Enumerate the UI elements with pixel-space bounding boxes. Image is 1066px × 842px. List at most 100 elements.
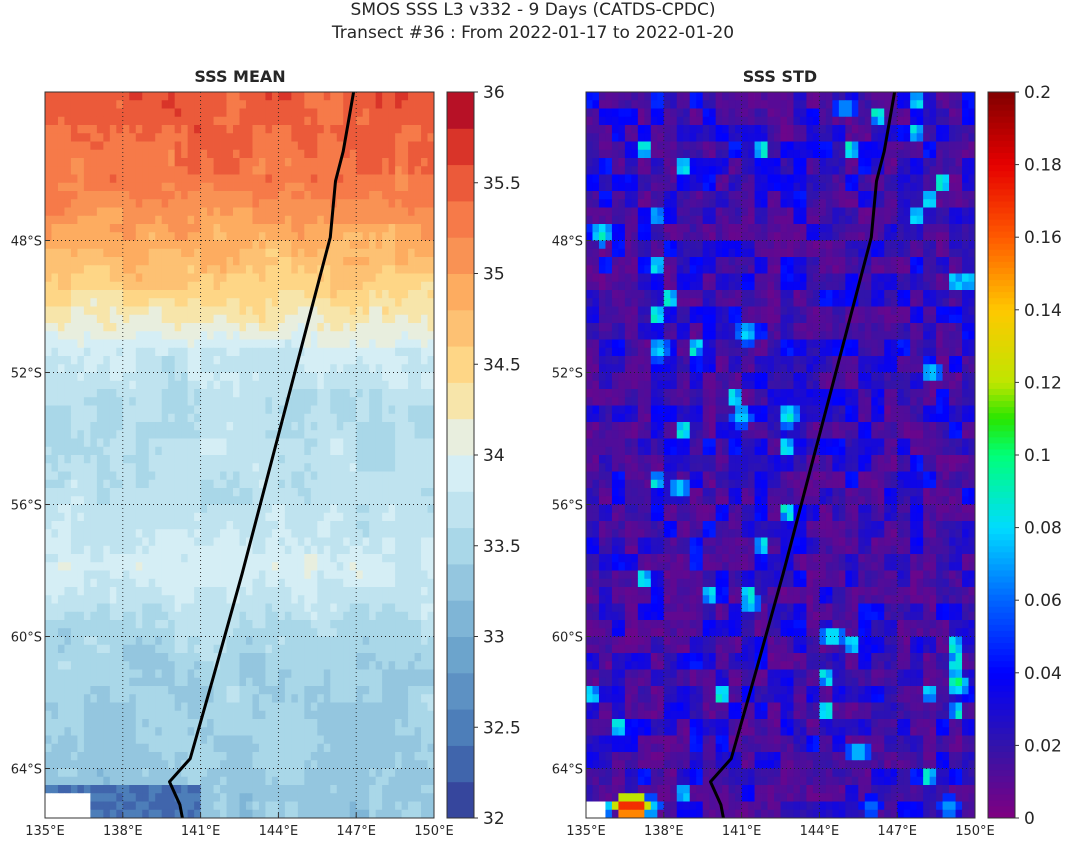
heatmap-cell [116,521,124,530]
heatmap-cell [96,413,104,423]
heatmap-cell [245,257,253,266]
heatmap-cell [252,133,260,142]
heatmap-cell [291,347,299,357]
heatmap-cell [265,257,273,266]
heatmap-cell [168,463,176,472]
heatmap-cell [427,471,435,481]
heatmap-cell [213,578,221,588]
heatmap-cell [395,735,402,745]
heatmap-cell [252,364,260,373]
heatmap-cell [168,529,176,538]
heatmap-cell [245,224,253,233]
heatmap-cell [45,595,52,604]
heatmap-cell [226,504,234,514]
heatmap-cell [349,545,357,555]
heatmap-cell [408,248,415,258]
heatmap-cell [271,455,279,464]
heatmap-cell [330,653,338,662]
heatmap-cell [122,521,130,530]
heatmap-cell [77,537,85,547]
heatmap-cell [135,191,143,200]
heatmap-cell [96,587,104,596]
heatmap-cell [369,133,377,142]
heatmap-cell [362,298,370,307]
heatmap-cell [349,331,357,340]
heatmap-cell [362,248,370,258]
heatmap-cell [116,562,124,571]
heatmap-cell [109,446,117,456]
heatmap-cell [168,752,176,761]
heatmap-cell [421,422,428,431]
heatmap-cell [395,240,402,250]
heatmap-cell [323,727,331,736]
heatmap-cell [142,661,150,670]
heatmap-cell [310,257,318,266]
heatmap-cell [297,578,305,588]
heatmap-cell [245,240,253,250]
heatmap-cell [271,463,279,472]
heatmap-cell [245,149,253,159]
heatmap-cell [226,455,234,464]
heatmap-cell [220,182,227,192]
heatmap-cell [45,290,52,299]
heatmap-cell [310,306,318,316]
heatmap-cell [207,182,214,192]
heatmap-cell [168,504,176,514]
heatmap-cell [427,603,435,613]
heatmap-cell [382,298,390,307]
heatmap-cell [194,389,201,398]
heatmap-cell [45,232,52,241]
heatmap-cell [421,521,428,530]
heatmap-cell [336,166,344,175]
heatmap-cell [200,100,208,109]
heatmap-cell [70,347,78,357]
heatmap-cell [284,215,292,225]
heatmap-cell [343,273,351,283]
heatmap-cell [427,760,435,769]
heatmap-cell [181,644,189,654]
heatmap-cell [96,166,104,175]
heatmap-cell [161,611,169,621]
heatmap-cell [135,232,143,241]
heatmap-cell [388,430,396,439]
heatmap-cell [401,108,409,118]
heatmap-cell [142,141,150,151]
heatmap-cell [200,133,208,142]
heatmap-cell [187,710,195,720]
heatmap-cell [181,669,189,679]
heatmap-cell [388,496,396,505]
heatmap-cell [362,273,370,283]
heatmap-cell [343,248,351,258]
heatmap-cell [395,323,402,332]
heatmap-cell [239,694,247,703]
heatmap-cell [330,719,338,728]
heatmap-cell [349,702,357,712]
heatmap-cell [70,356,78,365]
heatmap-cell [252,207,260,217]
heatmap-cell [336,191,344,200]
heatmap-cell [336,628,344,637]
heatmap-cell [317,306,325,316]
heatmap-cell [382,471,390,481]
heatmap-cell [343,397,351,406]
heatmap-cell [207,331,214,340]
heatmap-cell [427,537,435,547]
heatmap-cell [265,570,273,580]
heatmap-cell [291,290,299,299]
heatmap-cell [129,331,137,340]
heatmap-cell [109,570,117,580]
heatmap-cell [187,323,195,332]
heatmap-cell [265,587,273,596]
heatmap-cell [239,653,247,662]
heatmap-cell [401,430,409,439]
heatmap-cell [109,149,117,159]
heatmap-cell [174,463,182,472]
heatmap-cell [194,207,201,217]
heatmap-cell [213,380,221,390]
heatmap-cell [356,430,364,439]
heatmap-cell [70,488,78,497]
heatmap-cell [245,389,253,398]
heatmap-cell [213,430,221,439]
heatmap-cell [323,199,331,208]
heatmap-cell [83,710,91,720]
